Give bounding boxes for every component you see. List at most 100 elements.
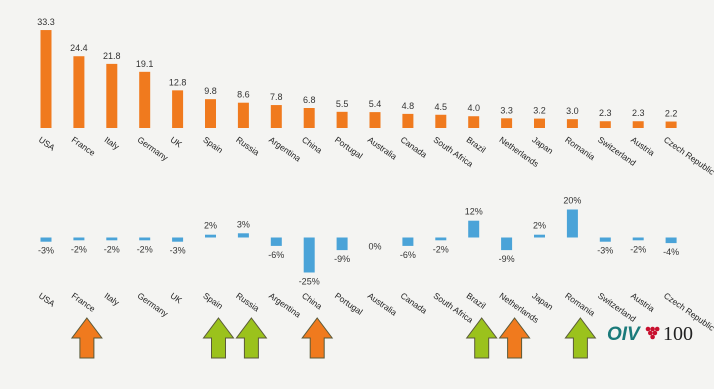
bottom-category-label: Australia bbox=[366, 290, 399, 317]
top-category-label: Germany bbox=[136, 134, 171, 163]
bottom-value-label: -9% bbox=[499, 254, 515, 264]
top-category-label: UK bbox=[168, 134, 184, 149]
logo-number: 100 bbox=[663, 323, 693, 345]
top-value-label: 4.0 bbox=[467, 103, 480, 113]
top-value-label: 2.3 bbox=[632, 108, 645, 118]
top-value-label: 2.2 bbox=[665, 109, 678, 119]
bottom-bar-russia bbox=[238, 233, 249, 237]
bottom-bar-usa bbox=[41, 238, 52, 242]
top-value-label: 3.2 bbox=[533, 106, 546, 116]
bottom-value-label: 3% bbox=[237, 219, 250, 229]
bottom-value-label: 0% bbox=[368, 242, 381, 252]
top-value-label: 8.6 bbox=[237, 90, 250, 100]
bottom-bar-uk bbox=[172, 238, 183, 242]
bottom-category-label: Germany bbox=[136, 290, 171, 319]
top-bar-argentina bbox=[271, 105, 282, 128]
bottom-bar-japan bbox=[534, 235, 545, 238]
top-category-label: France bbox=[70, 134, 98, 158]
top-value-label: 3.0 bbox=[566, 106, 579, 116]
bottom-value-label: -3% bbox=[597, 246, 613, 256]
top-category-label: Australia bbox=[366, 134, 399, 161]
up-arrow-icon bbox=[236, 318, 266, 358]
top-bar-brazil bbox=[468, 116, 479, 128]
bottom-bar-spain bbox=[205, 235, 216, 238]
top-category-label: Italy bbox=[103, 134, 122, 152]
top-category-label: Portugal bbox=[333, 134, 365, 160]
top-category-label: Canada bbox=[399, 134, 429, 159]
bottom-value-label: -3% bbox=[38, 246, 54, 256]
bottom-category-label: Austria bbox=[629, 290, 657, 314]
bottom-bar-italy bbox=[106, 238, 117, 241]
bottom-category-label: China bbox=[300, 290, 324, 311]
top-bar-czech-republic bbox=[666, 122, 677, 128]
grape-cluster-icon bbox=[646, 327, 660, 340]
top-bar-romania bbox=[567, 119, 578, 128]
top-category-label: Argentina bbox=[267, 134, 303, 163]
bottom-bar-france bbox=[73, 238, 84, 241]
bottom-value-label: -3% bbox=[170, 246, 186, 256]
bottom-category-label: Romania bbox=[563, 290, 597, 318]
top-bar-chart: 33.3 USA 24.4 France 21.8 Italy 19.1 Germany 12.… bbox=[37, 17, 714, 177]
up-arrow-icon bbox=[500, 318, 530, 358]
bottom-category-label: Argentina bbox=[267, 290, 303, 319]
top-category-label: Romania bbox=[563, 134, 597, 162]
bottom-bar-germany bbox=[139, 238, 150, 241]
top-bar-australia bbox=[370, 112, 381, 128]
top-category-label: Czech Republic bbox=[662, 134, 714, 177]
bottom-category-label: Portugal bbox=[333, 290, 365, 316]
top-value-label: 2.3 bbox=[599, 108, 612, 118]
logo-text: OIV bbox=[607, 324, 641, 345]
bottom-value-label: 2% bbox=[533, 221, 546, 231]
top-category-label: Japan bbox=[530, 134, 555, 156]
bottom-bar-south-africa bbox=[435, 238, 446, 241]
top-bar-netherlands bbox=[501, 118, 512, 128]
bottom-value-label: -2% bbox=[104, 244, 120, 254]
bottom-value-label: -6% bbox=[268, 250, 284, 260]
top-category-label: Brazil bbox=[465, 134, 488, 154]
bottom-category-label: Spain bbox=[201, 290, 225, 311]
bottom-bar-argentina bbox=[271, 238, 282, 246]
top-category-label: USA bbox=[37, 134, 57, 152]
bottom-bar-chart: -3% USA -2% France -2% Italy -2% Germany -3% UK 2%… bbox=[37, 196, 714, 334]
bottom-bar-austria bbox=[633, 238, 644, 241]
bottom-bar-romania bbox=[567, 210, 578, 238]
oiv-logo: OIV 100 bbox=[607, 323, 693, 345]
up-arrow-icon bbox=[204, 318, 234, 358]
bottom-category-label: Japan bbox=[530, 290, 555, 312]
bottom-category-label: Brazil bbox=[465, 290, 488, 310]
bottom-category-label: Italy bbox=[103, 290, 122, 308]
top-category-label: China bbox=[300, 134, 324, 155]
up-arrow-icon bbox=[565, 318, 595, 358]
bottom-value-label: -2% bbox=[433, 244, 449, 254]
top-bar-switzerland bbox=[600, 121, 611, 128]
top-value-label: 5.4 bbox=[369, 99, 382, 109]
top-value-label: 24.4 bbox=[70, 43, 88, 53]
bottom-value-label: -4% bbox=[663, 247, 679, 257]
top-bar-france bbox=[73, 56, 84, 128]
top-category-label: Russia bbox=[234, 134, 261, 157]
top-value-label: 3.3 bbox=[500, 105, 513, 115]
up-arrow-icon bbox=[467, 318, 497, 358]
bottom-value-label: 12% bbox=[465, 207, 483, 217]
top-value-label: 4.5 bbox=[435, 102, 448, 112]
up-arrow-icon bbox=[72, 318, 102, 358]
top-bar-austria bbox=[633, 121, 644, 128]
top-bar-canada bbox=[402, 114, 413, 128]
top-value-label: 19.1 bbox=[136, 59, 154, 69]
top-bar-germany bbox=[139, 72, 150, 128]
top-value-label: 9.8 bbox=[204, 86, 217, 96]
bottom-category-label: UK bbox=[168, 290, 184, 305]
bottom-value-label: -6% bbox=[400, 250, 416, 260]
top-bar-spain bbox=[205, 99, 216, 128]
bottom-category-label: USA bbox=[37, 290, 57, 308]
top-value-label: 5.5 bbox=[336, 99, 349, 109]
bottom-category-label: Russia bbox=[234, 290, 261, 313]
bottom-value-label: -2% bbox=[630, 244, 646, 254]
bottom-value-label: 2% bbox=[204, 221, 217, 231]
bottom-value-label: -9% bbox=[334, 254, 350, 264]
top-value-label: 7.8 bbox=[270, 92, 283, 102]
bottom-value-label: -25% bbox=[299, 277, 320, 287]
bottom-bar-brazil bbox=[468, 221, 479, 238]
top-bar-italy bbox=[106, 64, 117, 128]
